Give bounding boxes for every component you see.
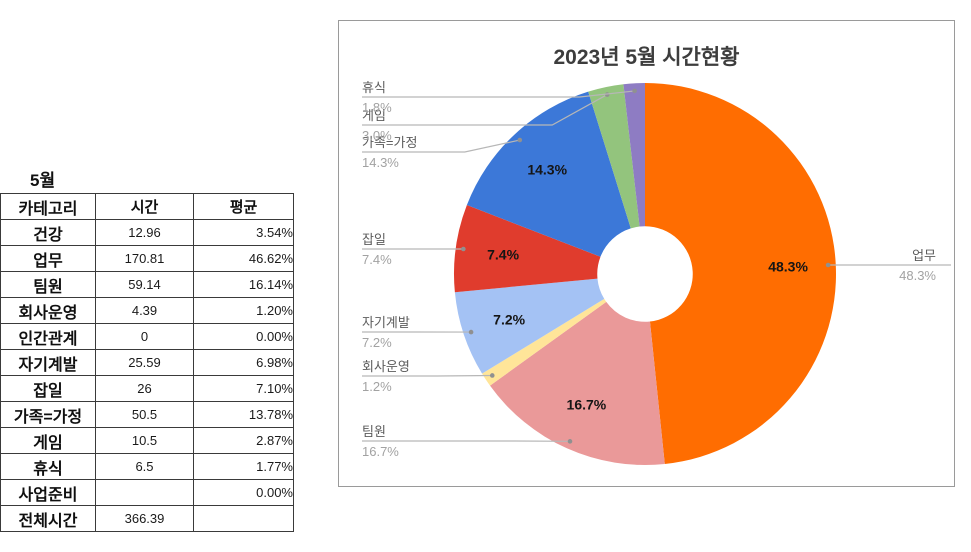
callout-percent-label: 16.7% (362, 444, 399, 459)
slice-inside-label: 14.3% (527, 161, 567, 177)
table-row: 잡일 26 7.10% (0, 375, 294, 402)
cell-category[interactable]: 잡일 (0, 375, 96, 402)
cell-category[interactable]: 인간관계 (0, 323, 96, 350)
cell-category[interactable]: 건강 (0, 219, 96, 246)
callout-percent-label: 7.4% (362, 252, 392, 267)
callout-category-label: 잡일 (362, 232, 386, 247)
cell-category[interactable]: 전체시간 (0, 505, 96, 532)
table-row: 사업준비 0.00% (0, 479, 294, 506)
callout-leader-line (362, 374, 493, 377)
cell-average[interactable] (193, 505, 294, 532)
cell-category[interactable]: 업무 (0, 245, 96, 272)
leader-dot (468, 329, 474, 335)
slice-inside-label: 7.2% (493, 311, 525, 327)
col-header-category[interactable]: 카테고리 (0, 193, 96, 220)
table-row: 인간관계 0 0.00% (0, 323, 294, 350)
pie-slice-게임[interactable] (588, 84, 640, 229)
table-row: 자기계발 25.59 6.98% (0, 349, 294, 376)
cell-category[interactable]: 자기계발 (0, 349, 96, 376)
time-table: 카테고리 시간 평균 건강 12.96 3.54% 업무 170.81 46.62% 팀원 5… (0, 193, 294, 532)
leader-dot (825, 262, 831, 268)
pie-slice-업무[interactable] (645, 83, 836, 464)
cell-average[interactable]: 2.87% (193, 427, 294, 454)
cell-hours[interactable]: 59.14 (95, 271, 194, 298)
table-row: 팀원 59.14 16.14% (0, 271, 294, 298)
cell-category[interactable]: 가족=가정 (0, 401, 96, 428)
cell-category[interactable]: 휴식 (0, 453, 96, 480)
callout-category-label: 회사운영 (362, 359, 410, 374)
donut-chart: 48.3% 업무 48.3% 16.7% 팀원 16.7% 회사운영 1.2% 7.2% 자기계발… (362, 80, 951, 465)
callout-leader-line (362, 139, 520, 153)
callout-category-label: 자기계발 (362, 315, 410, 330)
callout-percent-label: 7.2% (362, 335, 392, 350)
callout-category-label: 팀원 (362, 424, 386, 439)
pie-slice-팀원[interactable] (490, 301, 665, 465)
table-row: 회사운영 4.39 1.20% (0, 297, 294, 324)
cell-hours[interactable]: 0 (95, 323, 194, 350)
slice-inside-label: 48.3% (768, 259, 808, 275)
cell-hours[interactable]: 170.81 (95, 245, 194, 272)
leader-dot (567, 439, 573, 444)
leader-dot (517, 137, 523, 143)
cell-average[interactable]: 16.14% (193, 271, 294, 298)
table-row: 건강 12.96 3.54% (0, 219, 294, 246)
cell-category[interactable]: 팀원 (0, 271, 96, 298)
callout-leader-line (362, 90, 635, 98)
pie-slice-회사운영[interactable] (482, 298, 607, 386)
pie-slice-자기계발[interactable] (454, 278, 605, 374)
table-title: 5월 (30, 170, 56, 190)
table-row: 휴식 6.5 1.77% (0, 453, 294, 480)
cell-average[interactable]: 6.98% (193, 349, 294, 376)
cell-hours[interactable]: 25.59 (95, 349, 194, 376)
col-header-hours[interactable]: 시간 (95, 193, 194, 220)
leader-dot (632, 88, 637, 94)
chart-title: 2023년 5월 시간현황 (553, 46, 740, 69)
table-row: 전체시간 366.39 (0, 505, 294, 532)
cell-category[interactable]: 게임 (0, 427, 96, 454)
callout-percent-label: 3.0% (362, 128, 392, 143)
pie-slice-가족=가정[interactable] (466, 91, 631, 257)
cell-hours[interactable]: 26 (95, 375, 194, 402)
callout-percent-label: 1.8% (362, 100, 392, 115)
table-row: 업무 170.81 46.62% (0, 245, 294, 272)
time-table-section: 5월 카테고리 시간 평균 건강 12.96 3.54% 업무 170.81 46.62%… (0, 163, 294, 532)
cell-average[interactable]: 0.00% (193, 479, 294, 506)
callout-category-label: 업무 (912, 248, 936, 263)
callout-category-label: 가족=가정 (362, 135, 417, 150)
cell-average[interactable]: 1.20% (193, 297, 294, 324)
leader-dot (461, 246, 466, 252)
cell-category[interactable]: 회사운영 (0, 297, 96, 324)
col-header-average[interactable]: 평균 (193, 193, 294, 220)
cell-hours[interactable]: 12.96 (95, 219, 194, 246)
table-row: 게임 10.5 2.87% (0, 427, 294, 454)
cell-hours[interactable] (95, 479, 194, 506)
cell-average[interactable]: 46.62% (193, 245, 294, 272)
leader-dot (489, 373, 495, 378)
cell-hours[interactable]: 10.5 (95, 427, 194, 454)
callout-percent-label: 14.3% (362, 155, 399, 170)
slice-inside-label: 7.4% (487, 246, 519, 262)
callout-category-label: 휴식 (362, 80, 386, 95)
callout-percent-label: 48.3% (899, 268, 936, 283)
chart-panel: 2023년 5월 시간현황 48.3% 업무 48.3% 16.7% 팀원 16.7% 회사… (338, 20, 955, 487)
pie-slice-휴식[interactable] (623, 83, 645, 227)
cell-average[interactable]: 3.54% (193, 219, 294, 246)
cell-category[interactable]: 사업준비 (0, 479, 96, 506)
cell-hours[interactable]: 366.39 (95, 505, 194, 532)
table-header-row: 카테고리 시간 평균 (0, 193, 294, 220)
cell-hours[interactable]: 4.39 (95, 297, 194, 324)
pie-slice-잡일[interactable] (454, 205, 601, 293)
cell-average[interactable]: 7.10% (193, 375, 294, 402)
cell-average[interactable]: 0.00% (193, 323, 294, 350)
slice-inside-label: 16.7% (567, 397, 607, 413)
cell-average[interactable]: 13.78% (193, 401, 294, 428)
cell-hours[interactable]: 50.5 (95, 401, 194, 428)
cell-hours[interactable]: 6.5 (95, 453, 194, 480)
callout-category-label: 게임 (362, 108, 386, 123)
callout-leader-line (362, 94, 608, 126)
cell-average[interactable]: 1.77% (193, 453, 294, 480)
table-row: 가족=가정 50.5 13.78% (0, 401, 294, 428)
callout-percent-label: 1.2% (362, 379, 392, 394)
